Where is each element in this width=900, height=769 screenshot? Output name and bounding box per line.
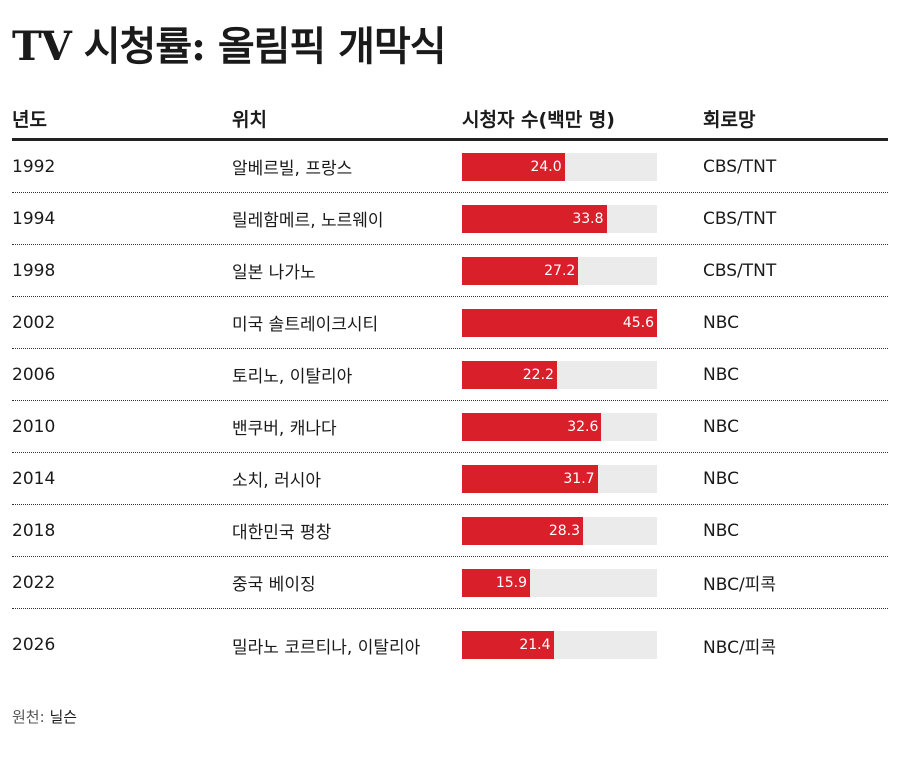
year: 1992 <box>12 156 56 177</box>
location: 밴쿠버, 캐나다 <box>232 419 337 439</box>
bar-label: 32.6 <box>567 418 599 435</box>
bar-label: 24.0 <box>530 158 562 175</box>
bar: 31.7 <box>462 464 598 493</box>
table-row: 2022 중국 베이징 15.9 NBC/피콕 <box>12 557 888 609</box>
location: 소치, 러시아 <box>232 471 322 491</box>
viewers-cell: 21.4 <box>462 631 703 659</box>
bar: 45.6 <box>462 308 657 337</box>
location: 알베르빌, 프랑스 <box>232 159 353 179</box>
bar: 33.8 <box>462 204 607 233</box>
viewers-cell: 33.8 <box>462 204 703 233</box>
year: 2006 <box>12 364 56 385</box>
bar-track: 32.6 <box>462 412 657 441</box>
table-row: 2002 미국 솔트레이크시티 45.6 NBC <box>12 297 888 349</box>
viewers-cell: 45.6 <box>462 308 703 337</box>
bar: 32.6 <box>462 412 602 441</box>
location: 릴레함메르, 노르웨이 <box>232 211 384 231</box>
bar: 27.2 <box>462 256 579 285</box>
column-header: 회로망 <box>703 108 756 131</box>
bar: 28.3 <box>462 516 584 545</box>
table-row: 2006 토리노, 이탈리아 22.2 NBC <box>12 349 888 401</box>
network: NBC/피콕 <box>703 637 776 658</box>
bar-label: 45.6 <box>622 314 654 331</box>
bar-label: 33.8 <box>572 210 604 227</box>
network: NBC/피콕 <box>703 575 776 595</box>
bar-track: 31.7 <box>462 464 657 493</box>
bar: 15.9 <box>462 568 530 597</box>
network: NBC <box>703 468 739 489</box>
bar-track: 33.8 <box>462 204 657 233</box>
bar-track: 15.9 <box>462 568 657 597</box>
viewers-cell: 28.3 <box>462 516 703 545</box>
location: 토리노, 이탈리아 <box>232 367 353 387</box>
bar-label: 31.7 <box>563 470 595 487</box>
table-row: 1994 릴레함메르, 노르웨이 33.8 CBS/TNT <box>12 193 888 245</box>
column-header: 시청자 수(백만 명) <box>462 108 615 131</box>
column-header: 위치 <box>232 108 267 131</box>
year: 2026 <box>12 635 56 655</box>
table-row: 1998 일본 나가노 27.2 CBS/TNT <box>12 245 888 297</box>
location: 중국 베이징 <box>232 575 316 595</box>
bar-label: 21.4 <box>519 637 551 653</box>
network: CBS/TNT <box>703 208 777 229</box>
bar-label: 22.2 <box>522 366 554 383</box>
year: 2022 <box>12 572 56 593</box>
viewers-cell: 31.7 <box>462 464 703 493</box>
network: NBC <box>703 364 739 385</box>
bar-track: 27.2 <box>462 256 657 285</box>
year: 1994 <box>12 208 56 229</box>
network: NBC <box>703 416 739 437</box>
column-header: 년도 <box>12 108 47 131</box>
bar-label: 28.3 <box>548 522 581 539</box>
table-row: 2014 소치, 러시아 31.7 NBC <box>12 453 888 505</box>
bar-track: 28.3 <box>462 516 657 545</box>
bar-track: 21.4 <box>462 631 657 659</box>
location: 일본 나가노 <box>232 263 316 283</box>
viewers-cell: 22.2 <box>462 360 703 389</box>
bar-label: 15.9 <box>495 574 527 591</box>
year: 2010 <box>12 416 56 437</box>
source: 원천: 닐슨 <box>12 706 77 727</box>
network: CBS/TNT <box>703 260 777 281</box>
location: 대한민국 평창 <box>232 523 332 543</box>
network: CBS/TNT <box>703 156 777 177</box>
viewers-cell: 24.0 <box>462 152 703 181</box>
bar-track: 45.6 <box>462 308 657 337</box>
bar: 21.4 <box>462 631 554 659</box>
location: 미국 솔트레이크시티 <box>232 315 379 335</box>
header-row: 년도 위치 시청자 수(백만 명) 회로망 <box>12 98 888 141</box>
location: 밀라노 코르티나, 이탈리아 <box>232 637 421 658</box>
bar: 22.2 <box>462 360 557 389</box>
year: 2018 <box>12 520 56 541</box>
source-text: 닐슨 <box>49 708 78 726</box>
source-label: 원천: <box>12 708 45 726</box>
bar-track: 22.2 <box>462 360 657 389</box>
table-row: 2026 밀라노 코르티나, 이탈리아 21.4 NBC/피콕 <box>12 609 888 681</box>
year: 1998 <box>12 260 56 281</box>
title: TV 시청률: 올림픽 개막식 <box>12 23 447 70</box>
bar-track: 24.0 <box>462 152 657 181</box>
bar-label: 27.2 <box>544 262 576 279</box>
viewers-cell: 27.2 <box>462 256 703 285</box>
network: NBC <box>703 520 739 541</box>
table-row: 2018 대한민국 평창 28.3 NBC <box>12 505 888 557</box>
bar: 24.0 <box>462 152 565 181</box>
year: 2014 <box>12 468 56 489</box>
table: 년도 위치 시청자 수(백만 명) 회로망 1992 알베르빌, 프랑스 24.0 CBS/T… <box>12 98 888 681</box>
network: NBC <box>703 312 739 333</box>
table-row: 2010 밴쿠버, 캐나다 32.6 NBC <box>12 401 888 453</box>
year: 2002 <box>12 312 56 333</box>
table-row: 1992 알베르빌, 프랑스 24.0 CBS/TNT <box>12 141 888 193</box>
viewers-cell: 32.6 <box>462 412 703 441</box>
viewers-cell: 15.9 <box>462 568 703 597</box>
